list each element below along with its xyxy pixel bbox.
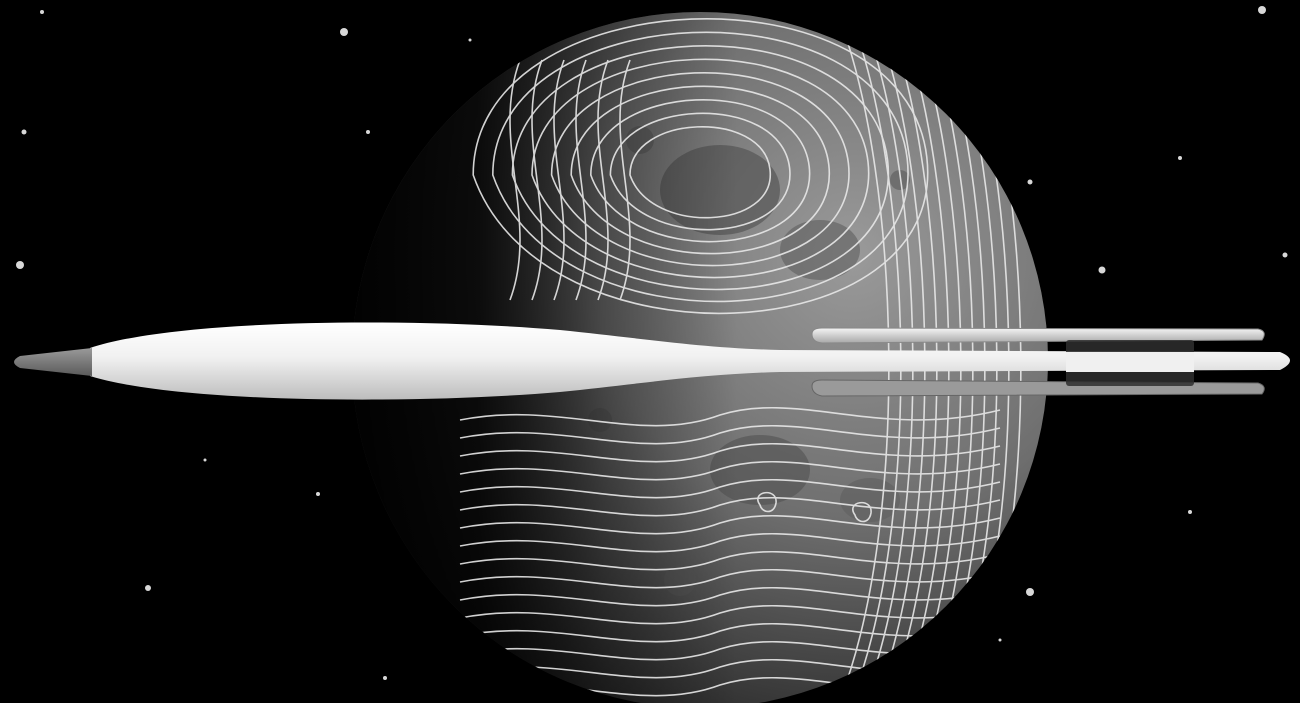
contour-line — [531, 59, 543, 301]
star — [1178, 156, 1182, 160]
star — [1282, 252, 1288, 258]
contour-line — [459, 424, 1001, 445]
star — [21, 129, 27, 135]
contour-line — [597, 59, 609, 301]
pen-clip-band-highlight — [1066, 352, 1194, 372]
contour-line — [511, 44, 890, 291]
contour-line — [459, 568, 1001, 589]
pen-clip-upper — [811, 327, 1265, 344]
star — [316, 492, 320, 496]
contour-line — [459, 604, 1001, 625]
contour-line — [570, 85, 830, 255]
pen-tip — [14, 348, 92, 376]
pen-body — [90, 322, 1290, 400]
star — [468, 38, 472, 42]
star — [998, 638, 1002, 642]
contour-line — [459, 514, 1001, 535]
star — [1258, 6, 1266, 14]
contour-line — [459, 532, 1001, 553]
star — [1026, 588, 1034, 596]
star — [1098, 266, 1106, 274]
contour-line — [459, 550, 1001, 571]
star — [366, 130, 370, 134]
contour-line — [609, 112, 791, 231]
star — [1027, 179, 1033, 185]
star — [203, 458, 207, 462]
contour-line — [472, 17, 929, 315]
contour-line — [509, 59, 521, 301]
contour-line — [550, 72, 850, 267]
contour-line — [459, 406, 1001, 427]
pen-clip-lower — [811, 379, 1265, 397]
contour-line — [531, 58, 870, 279]
star — [145, 585, 151, 591]
contour-line — [491, 31, 909, 303]
contour-line — [553, 59, 565, 301]
contour-line — [619, 59, 631, 301]
contour-line — [459, 586, 1001, 607]
star — [40, 10, 44, 14]
pen-icon — [14, 322, 1290, 400]
contour-line — [575, 59, 587, 301]
contour-line — [459, 622, 1001, 643]
star — [1188, 510, 1192, 514]
contour-line — [459, 496, 1001, 517]
star — [16, 261, 24, 269]
contour-line — [459, 442, 1001, 463]
contour-line — [589, 99, 811, 243]
contour-line — [757, 491, 777, 513]
star — [383, 676, 387, 680]
contour-line — [852, 501, 872, 523]
contour-line — [459, 478, 1001, 499]
contour-line — [459, 460, 1001, 481]
contour-line — [629, 126, 771, 219]
star — [340, 28, 348, 36]
